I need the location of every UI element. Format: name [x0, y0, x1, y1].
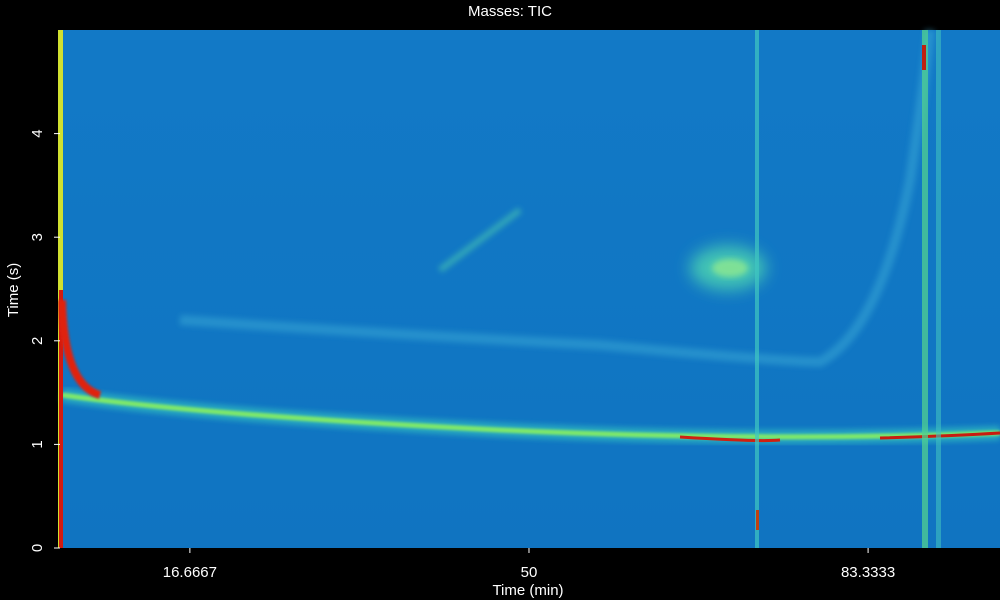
x-axis-label: Time (min): [492, 582, 563, 599]
heatmap-feature: [756, 510, 759, 530]
heatmap-feature: [712, 259, 748, 277]
heatmap-feature: [936, 30, 941, 548]
x-tick-label: 83.3333: [841, 564, 895, 581]
chart-title: Masses: TIC: [468, 3, 552, 20]
heatmap-tint: [60, 30, 1000, 548]
heatmap-feature: [61, 392, 1000, 440]
y-axis-label: Time (s): [5, 263, 22, 317]
heatmap-feature: [755, 30, 759, 548]
heatmap-feature: [679, 435, 781, 443]
plot-area: [58, 29, 1000, 548]
heatmap-feature: [58, 30, 63, 548]
heatmap-feature: [922, 30, 928, 548]
heatmap-feature: [922, 45, 926, 70]
y-tick-label: 2: [29, 337, 46, 345]
y-tick-label: 4: [29, 129, 46, 137]
x-tick-label: 16.6667: [163, 564, 217, 581]
heatmap-feature: [58, 299, 102, 399]
heatmap-feature: [879, 431, 1000, 440]
heatmap-feature: [438, 207, 522, 273]
x-tick-label: 50: [521, 564, 538, 581]
y-tick-label: 3: [29, 233, 46, 241]
y-tick-label: 0: [29, 544, 46, 552]
heatmap-background: [60, 30, 1000, 548]
y-tick-label: 1: [29, 440, 46, 448]
heatmap-feature: [179, 29, 935, 368]
heatmap-feature: [59, 290, 63, 548]
